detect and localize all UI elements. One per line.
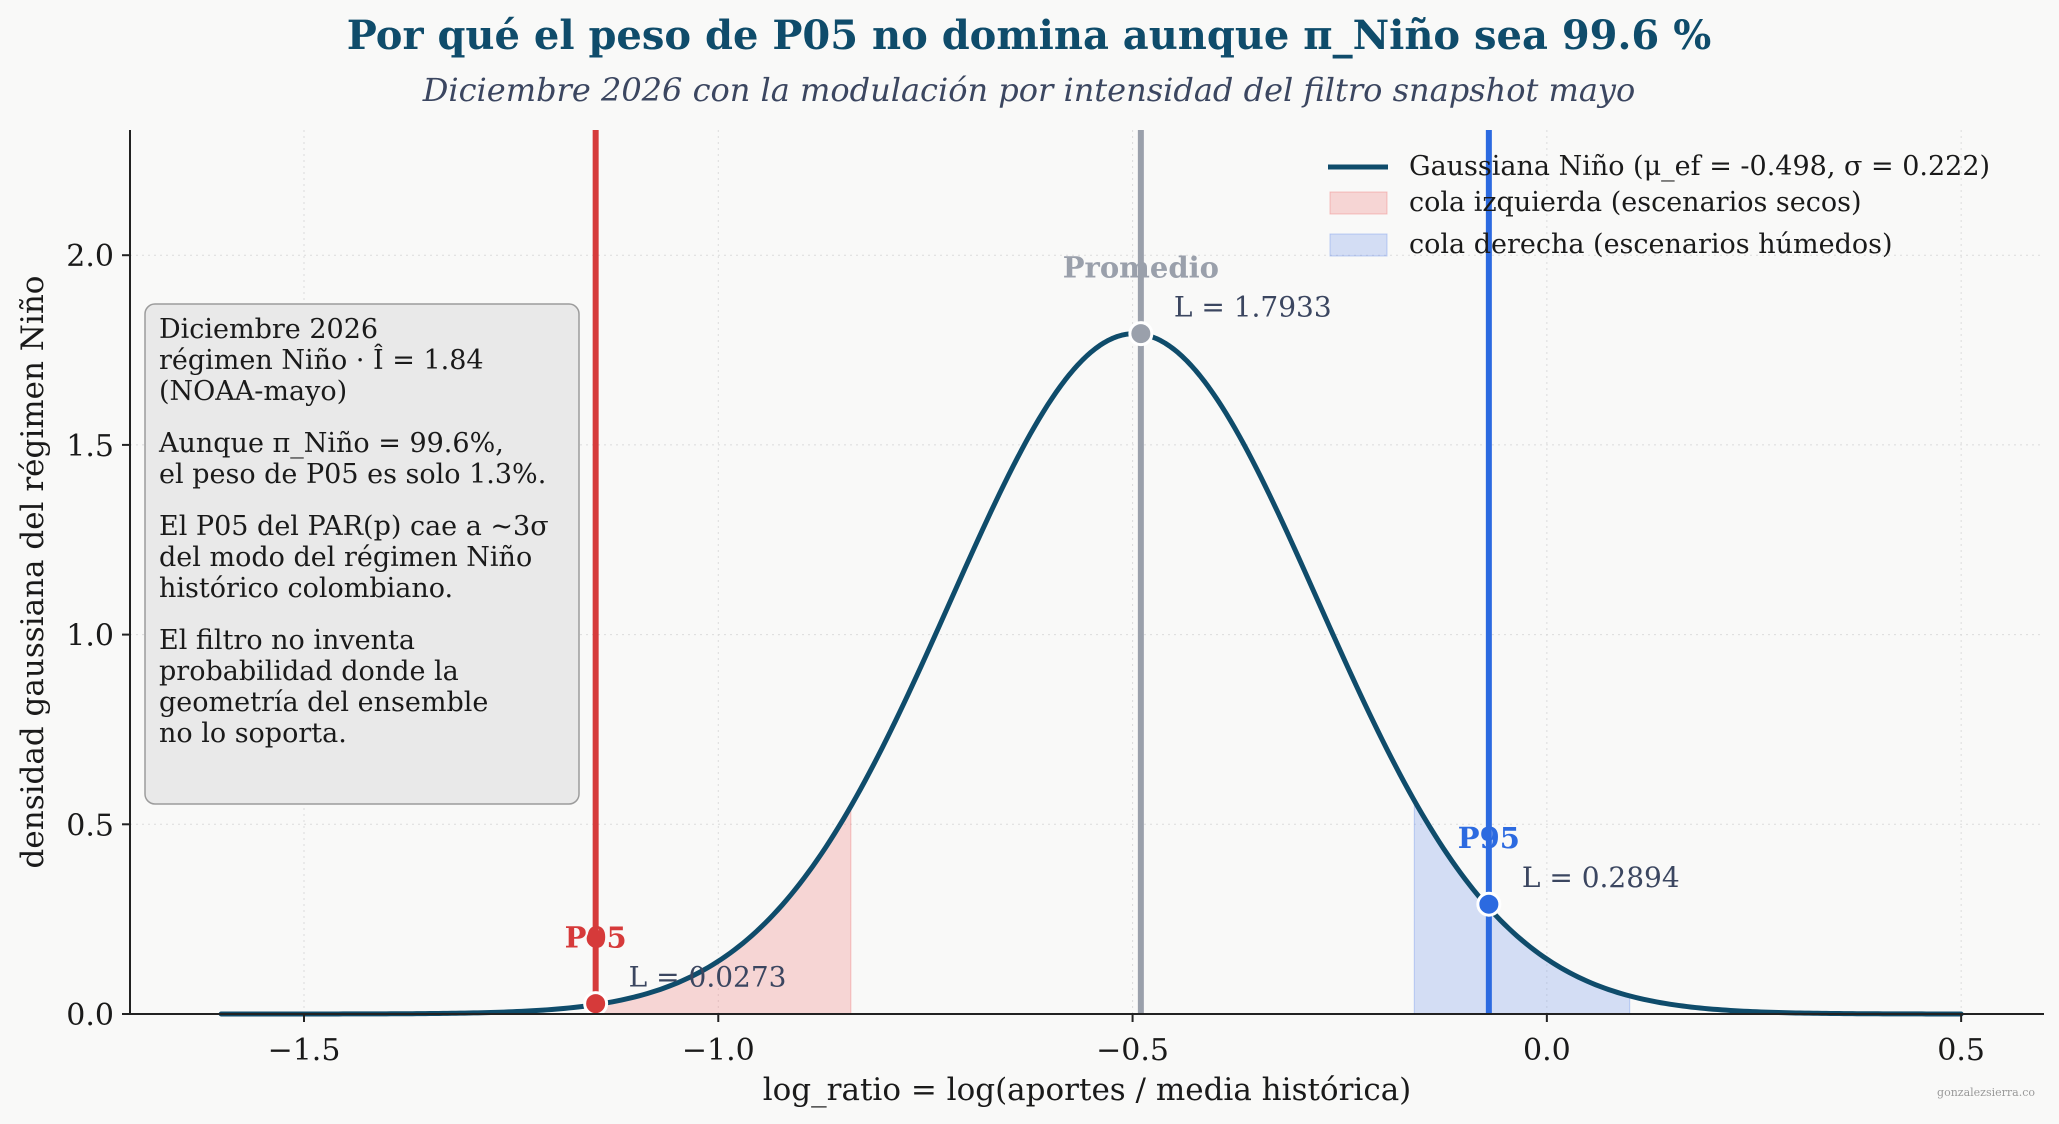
watermark: gonzalezsierra.co: [1937, 1086, 2035, 1099]
legend-label-1: cola izquierda (escenarios secos): [1409, 187, 1862, 218]
legend-label-0: Gaussiana Niño (μ_ef = -0.498, σ = 0.222…: [1409, 151, 1990, 182]
x-tick-label-0: −1.5: [268, 1033, 341, 1068]
y-tick-label-4: 2.0: [66, 239, 114, 274]
marker-label-p95: P95: [1458, 821, 1520, 855]
x-tick-label-3: 0.0: [1523, 1033, 1571, 1068]
info-box-line-0: Diciembre 2026: [159, 314, 378, 345]
legend-label-2: cola derecha (escenarios húmedos): [1409, 229, 1893, 260]
info-box-line-5: el peso de P05 es solo 1.3%.: [159, 459, 546, 490]
marker-annotation-promedio: L = 1.7933: [1174, 291, 1332, 324]
y-ticks: 0.0 0.5 1.0 1.5 2.0: [66, 239, 130, 1033]
legend-swatch-2: [1329, 233, 1388, 257]
info-box-line-8: del modo del régimen Niño: [159, 542, 532, 573]
x-axis-label: log_ratio = log(aportes / media históric…: [763, 1072, 1412, 1108]
marker-point-p05: [583, 991, 609, 1017]
info-box-frame: [144, 303, 580, 805]
x-tick-label-1: −1.0: [682, 1033, 755, 1068]
info-box-line-13: geometría del ensemble: [159, 687, 488, 718]
y-tick-label-1: 0.5: [66, 808, 114, 843]
info-box-line-2: (NOAA-mayo): [159, 376, 347, 407]
marker-point-promedio: [1128, 321, 1154, 347]
info-box-line-4: Aunque π_Niño = 99.6%,: [158, 428, 504, 459]
marker-annotation-p95: L = 0.2894: [1522, 861, 1680, 894]
info-box-line-7: El P05 del PAR(p) cae a ~3σ: [159, 511, 549, 542]
axes: [129, 130, 2044, 1015]
marker-label-dot-p05: [586, 929, 605, 948]
marker-point-p95: [1476, 891, 1502, 917]
y-tick-label-3: 1.5: [66, 429, 114, 464]
info-box-line-12: probabilidad donde la: [159, 656, 459, 687]
y-axis-label: densidad gaussiana del régimen Niño: [15, 276, 51, 869]
x-ticks: −1.5 −1.0 −0.5 0.0 0.5: [268, 1014, 1985, 1068]
x-tick-label-4: 0.5: [1937, 1033, 1985, 1068]
chart-title: Por qué el peso de P05 no domina aunque …: [347, 12, 1711, 59]
info-box-line-1: régimen Niño · Î = 1.84: [159, 343, 484, 376]
legend: Gaussiana Niño (μ_ef = -0.498, σ = 0.222…: [1328, 151, 1990, 260]
gaussian-curve: [218, 331, 1964, 1017]
vertical-marker-lines: [592, 130, 1492, 1014]
info-box-line-9: histórico colombiano.: [159, 573, 453, 604]
y-tick-label-2: 1.0: [66, 619, 114, 654]
legend-swatch-1: [1329, 191, 1388, 215]
y-tick-label-0: 0.0: [66, 998, 114, 1033]
chart-subtitle: Diciembre 2026 con la modulación por int…: [422, 71, 1636, 109]
marker-label-promedio: Promedio: [1063, 251, 1219, 285]
x-tick-label-2: −0.5: [1096, 1033, 1169, 1068]
marker-annotation-p05: L = 0.0273: [629, 961, 787, 994]
info-box-line-11: El filtro no inventa: [159, 625, 415, 656]
info-box-line-14: no lo soporta.: [159, 718, 347, 749]
